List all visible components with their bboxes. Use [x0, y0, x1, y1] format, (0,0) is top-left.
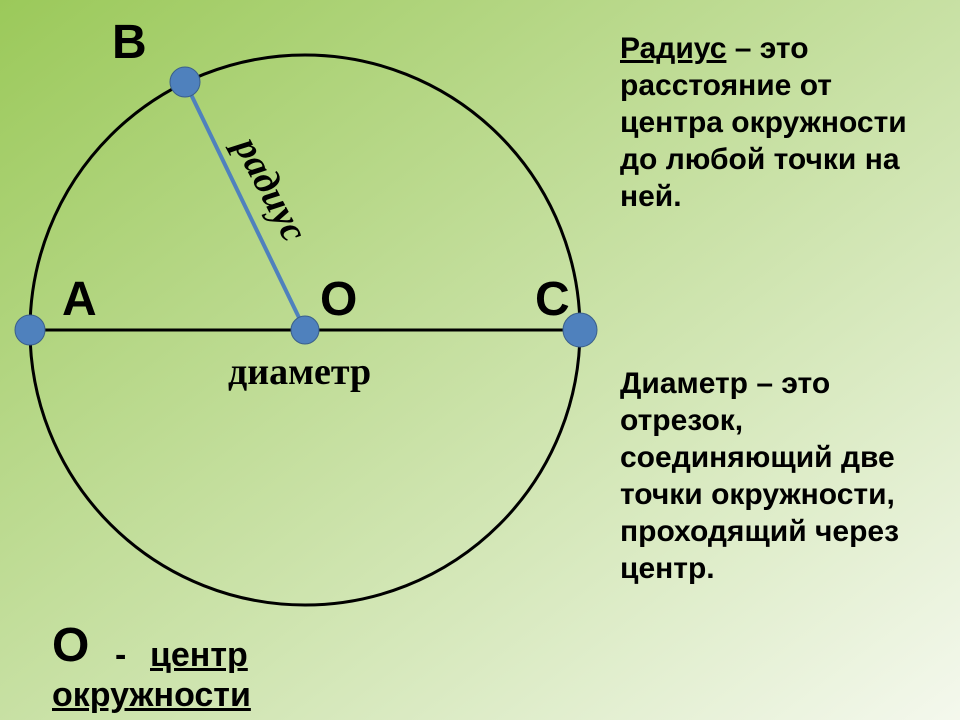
label-O: О	[320, 272, 357, 327]
diameter-label: диаметр	[228, 350, 371, 394]
point-O	[291, 316, 319, 344]
label-C: С	[535, 272, 570, 327]
center-word-1: центр	[150, 636, 248, 675]
center-word-2: окружности	[52, 676, 251, 715]
definition-radius: Радиус – это расстояние от центра окружн…	[620, 30, 940, 215]
point-B	[170, 67, 200, 97]
definition-radius-term: Радиус	[620, 32, 726, 65]
slide-canvas: радиус В А О С диаметр О - центр окружно…	[0, 0, 960, 720]
definition-diameter: Диаметр – это отрезок, соединяющий две т…	[620, 365, 940, 587]
point-A	[15, 315, 45, 345]
label-O-bottom: О	[52, 618, 89, 673]
label-A: А	[62, 272, 97, 327]
definition-diameter-term: Диаметр	[620, 367, 748, 400]
center-dash: -	[115, 636, 136, 675]
label-B: В	[112, 15, 147, 70]
